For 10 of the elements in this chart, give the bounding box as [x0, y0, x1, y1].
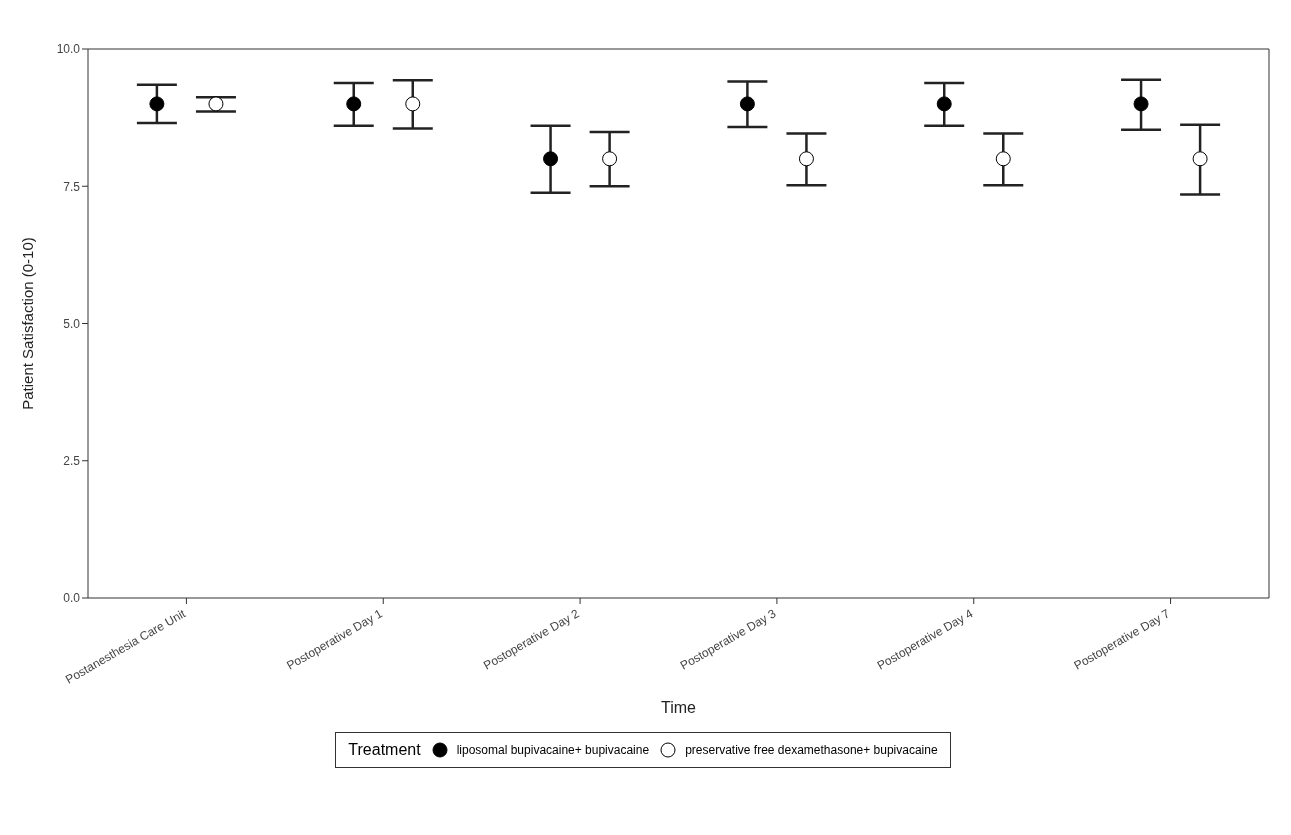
y-axis-title: Patient Satisfaction (0-10)	[19, 237, 37, 410]
y-tick-label: 7.5	[63, 179, 81, 194]
y-tick-label: 5.0	[63, 316, 81, 331]
y-tick-label: 10.0	[56, 42, 81, 57]
legend-label: liposomal bupivacaine+ bupivacaine	[456, 743, 650, 757]
y-tick-label: 0.0	[63, 591, 81, 606]
legend-label: preservative free dexamethasone+ bupivacaine	[685, 743, 938, 757]
y-tick-label: 2.5	[63, 454, 81, 469]
x-axis-title: Time	[661, 699, 697, 716]
legend-title: Treatment	[348, 741, 421, 759]
